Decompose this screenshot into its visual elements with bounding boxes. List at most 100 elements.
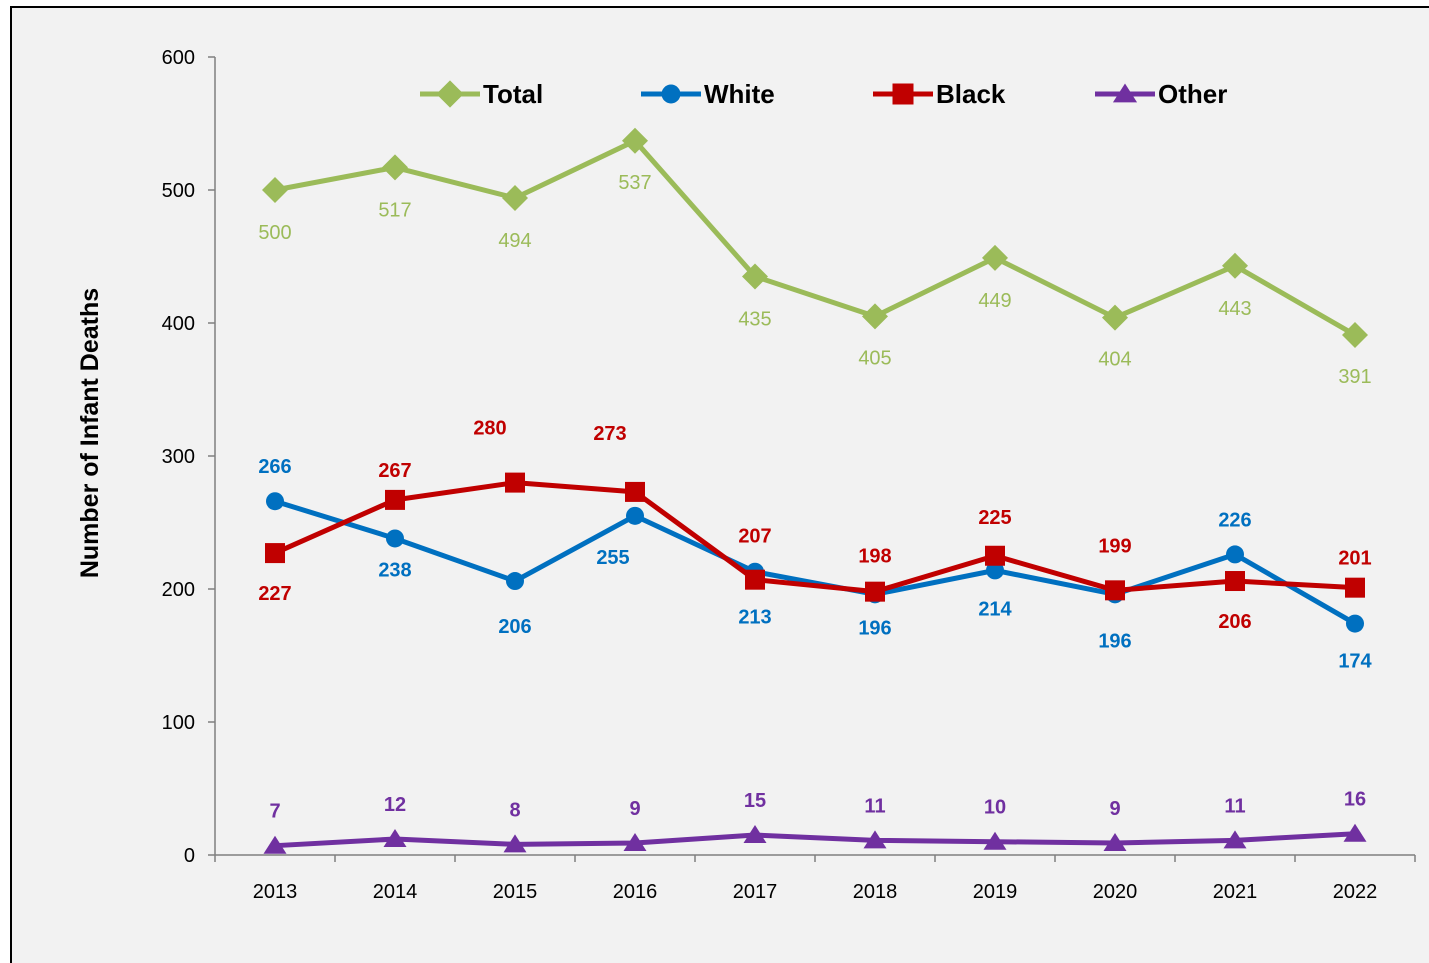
data-point-white [1226,545,1244,564]
data-point-black [385,489,405,510]
x-tick-label: 2015 [493,881,538,903]
data-point-white [386,529,404,548]
data-point-total [982,244,1008,271]
legend-label-other: Other [1158,79,1227,109]
data-point-black [625,481,645,502]
data-label-other: 8 [509,799,520,821]
data-label-white: 206 [498,616,531,638]
y-tick-label: 400 [162,313,195,335]
data-label-white: 255 [596,547,629,569]
data-point-black [1105,580,1125,601]
data-label-total: 391 [1338,366,1371,388]
data-point-other [1343,823,1367,842]
data-point-other [863,830,887,849]
y-tick-label: 600 [162,47,195,69]
data-point-white [626,506,644,525]
data-point-black [865,581,885,602]
data-label-other: 16 [1344,789,1366,811]
data-label-black: 199 [1098,535,1131,557]
x-tick-label: 2017 [733,881,778,903]
data-label-other: 10 [984,797,1006,819]
data-label-black: 206 [1218,611,1251,633]
data-point-white [986,561,1004,580]
data-label-black: 198 [858,546,891,568]
series-total [262,127,1368,348]
x-tick-label: 2014 [373,881,418,903]
legend-item-other: Other [1095,79,1227,109]
data-label-total: 404 [1098,349,1131,371]
data-point-white [506,572,524,591]
legend-label-white: White [704,79,775,109]
series-line-white [274,498,1357,626]
legend-item-white: White [641,79,775,109]
chart-frame [10,6,1429,963]
data-point-other [383,829,407,848]
data-label-white: 196 [1098,630,1131,652]
data-point-total [1222,252,1248,279]
data-point-other [263,835,287,854]
data-label-black: 201 [1338,548,1371,570]
data-point-total [742,263,768,290]
legend-marker-total [436,80,464,108]
data-point-total [262,177,288,203]
data-label-black: 273 [593,423,626,445]
data-label-other: 12 [384,794,406,816]
legend-label-black: Black [936,79,1006,109]
data-point-total [862,303,888,330]
data-point-white [266,492,284,511]
data-point-black [745,569,765,590]
data-label-white: 238 [378,559,411,581]
data-point-black [1225,571,1245,592]
x-tick-label: 2016 [613,881,658,903]
legend: Total White Black Other [420,79,1227,109]
data-point-black [985,545,1005,566]
legend-label-total: Total [483,79,543,109]
data-labels: 500 517 494 537 435 405 449 404 443 391 266 238 206 2… [258,172,1372,823]
series-line-black [273,480,1356,595]
x-tick-label: 2019 [973,881,1018,903]
x-tick-label: 2022 [1333,881,1378,903]
data-label-black: 267 [378,460,411,482]
data-label-other: 7 [269,801,280,823]
legend-marker-other [1112,83,1138,103]
data-label-total: 435 [738,308,771,330]
data-label-total: 449 [978,290,1011,312]
data-label-white: 174 [1338,651,1372,673]
series-line-other [274,831,1356,849]
data-label-white: 196 [858,617,891,639]
data-point-total [502,184,528,211]
series-white [266,492,1364,633]
data-label-total: 500 [258,222,291,244]
data-label-total: 537 [618,172,651,194]
series-layer [262,127,1368,854]
y-axis-label: Number of Infant Deaths [76,288,104,578]
x-tick-label: 2021 [1213,881,1258,903]
data-label-black: 227 [258,583,291,605]
data-point-total [622,127,648,154]
data-label-total: 494 [498,230,531,252]
data-label-white: 226 [1218,509,1251,531]
data-label-other: 15 [744,790,766,812]
data-label-total: 517 [378,199,411,221]
x-tick-label: 2018 [853,881,898,903]
legend-item-total: Total [420,79,543,109]
y-tick-label: 100 [162,712,195,734]
series-other [263,823,1367,854]
legend-marker-black [892,83,914,105]
data-label-other: 9 [629,798,640,820]
data-point-other [1103,833,1127,852]
data-label-total: 405 [858,347,891,369]
data-point-other [743,825,767,844]
x-tick-label: 2020 [1093,881,1138,903]
data-label-black: 280 [473,418,506,440]
data-point-black [1345,577,1365,598]
y-tick-label: 0 [184,845,195,867]
data-label-other: 11 [864,795,885,817]
data-point-black [505,472,525,493]
series-black [265,472,1365,602]
data-point-white [1346,614,1364,633]
series-line-total [274,138,1357,338]
data-label-black: 225 [978,507,1011,529]
